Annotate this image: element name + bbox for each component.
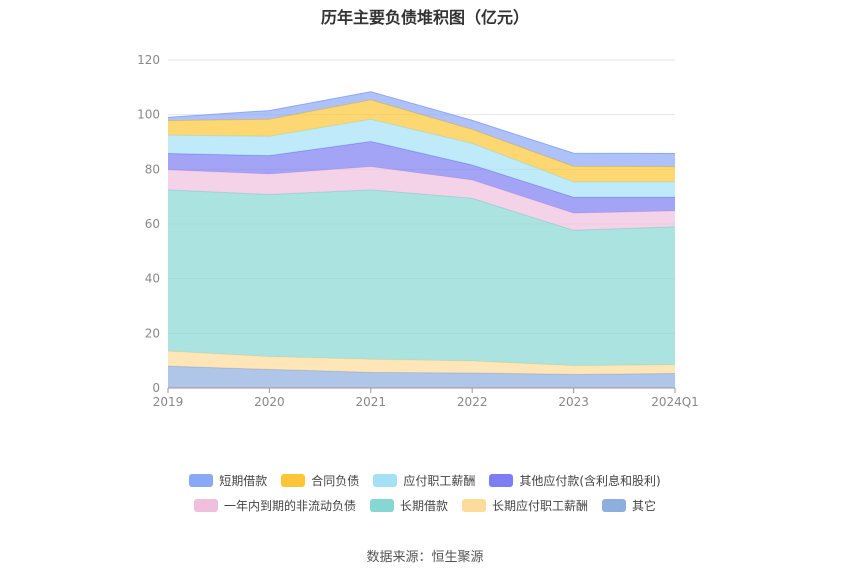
- legend-item[interactable]: 其它: [602, 497, 656, 514]
- area-series-0: [168, 366, 675, 388]
- legend-item[interactable]: 一年内到期的非流动负债: [193, 497, 356, 514]
- legend-label: 其它: [632, 499, 657, 513]
- x-tick-label: 2021: [356, 395, 387, 409]
- y-tick-label: 0: [152, 381, 160, 395]
- x-tick-label: 2022: [457, 395, 488, 409]
- legend-swatch: [189, 474, 214, 487]
- legend-row: 一年内到期的非流动负债 长期借款 长期应付职工薪酬 其它: [193, 497, 656, 514]
- y-tick-label: 40: [145, 272, 160, 286]
- y-tick-label: 20: [145, 326, 160, 340]
- legend-item[interactable]: 其他应付款(含利息和股利): [489, 472, 661, 489]
- x-tick-label: 2023: [558, 395, 589, 409]
- legend-label: 长期应付职工薪酬: [492, 499, 589, 513]
- legend-swatch: [373, 474, 398, 487]
- area-series: [167, 91, 676, 388]
- legend-label: 合同负债: [311, 474, 360, 488]
- legend-item[interactable]: 应付职工薪酬: [373, 472, 475, 489]
- legend-swatch: [369, 499, 394, 512]
- area-series-1: [168, 351, 675, 375]
- legend-swatch: [462, 499, 486, 512]
- legend-swatch: [281, 474, 306, 487]
- area-series-6: [168, 99, 675, 182]
- x-tick-label: 2019: [153, 395, 184, 409]
- y-tick-label: 60: [145, 217, 160, 231]
- area-series-5: [168, 119, 675, 198]
- legend-item[interactable]: 长期应付职工薪酬: [462, 497, 588, 514]
- legend-label: 应付职工薪酬: [403, 474, 476, 488]
- legend-item[interactable]: 短期借款: [189, 472, 267, 489]
- legend-label: 长期借款: [399, 499, 448, 513]
- legend-item[interactable]: 合同负债: [281, 472, 359, 489]
- legend-row: 短期借款 合同负债 应付职工薪酬 其他应付款(含利息和股利): [189, 472, 661, 489]
- axes: 0 20 40 60 80 100 120 2019 2020 2021 2022 2023 2024Q…: [137, 53, 699, 409]
- x-tick-label: 2024Q1: [651, 395, 699, 409]
- y-tick-label: 80: [145, 162, 160, 176]
- legend: 短期借款 合同负债 应付职工薪酬 其他应付款(含利息和股利) 一年内到期的非流动负债 长…: [0, 472, 850, 514]
- legend-swatch: [193, 499, 218, 512]
- area-series-7: [168, 91, 675, 167]
- x-tick-label: 2020: [254, 395, 285, 409]
- y-tick-label: 120: [137, 53, 160, 67]
- legend-swatch: [602, 499, 627, 512]
- legend-label: 一年内到期的非流动负债: [223, 499, 356, 513]
- area-series-edge-2: [167, 189, 676, 231]
- area-series-2: [168, 189, 675, 366]
- area-series-4: [168, 141, 675, 214]
- legend-swatch: [489, 474, 514, 487]
- stacked-area-chart: 0 20 40 60 80 100 120 2019 2020 2021 2022 2023 2024Q…: [137, 53, 699, 409]
- y-tick-label: 100: [137, 108, 160, 122]
- area-series-3: [168, 166, 675, 231]
- area-series-edge-7: [167, 91, 676, 154]
- legend-label: 短期借款: [219, 474, 268, 488]
- chart-title: 历年主要负债堆积图（亿元）: [320, 8, 529, 27]
- source-note: 数据来源：恒生聚源: [366, 550, 484, 565]
- legend-item[interactable]: 长期借款: [369, 497, 448, 514]
- legend-label: 其他应付款(含利息和股利): [519, 474, 661, 488]
